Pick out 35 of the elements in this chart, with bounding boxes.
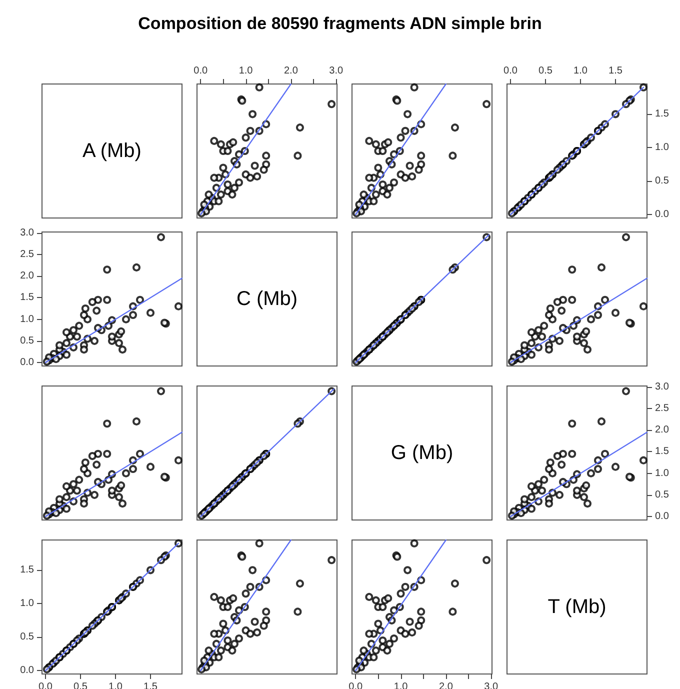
text: A (Mb) [82, 140, 142, 162]
y-tick-label: 0.5 [20, 335, 34, 346]
x-tick-label: 0.5 [538, 66, 553, 76]
x-tick-label: 2.0 [284, 66, 298, 76]
y-tick-label: 1.5 [20, 292, 34, 304]
y-tick-label: 2.5 [20, 248, 34, 260]
x-tick-label: 0.0 [504, 66, 518, 76]
y-tick-label: 0.0 [20, 357, 34, 368]
y-tick-label: 3.0 [655, 381, 670, 392]
y-tick-label: 2.0 [20, 270, 34, 282]
x-tick-label: 3.0 [329, 66, 344, 76]
text: C (Mb) [236, 288, 298, 310]
y-tick-label: 2.0 [655, 424, 670, 436]
y-tick-label: 0.0 [655, 209, 670, 220]
y-tick-label: 1.5 [655, 108, 670, 120]
x-tick-label: 1.0 [574, 66, 588, 76]
text: Composition de 80590 fragments ADN simple brin [138, 14, 542, 33]
y-tick-label: 0.0 [655, 511, 670, 522]
y-tick-label: 1.0 [20, 314, 34, 325]
x-tick-label: 1.0 [238, 66, 254, 76]
y-tick-label: 1.5 [655, 446, 670, 458]
y-tick-label: 0.0 [20, 665, 34, 676]
y-tick-label: 2.5 [655, 402, 670, 414]
y-tick-label: 0.5 [655, 489, 670, 500]
y-tick-label: 1.0 [655, 142, 670, 154]
y-tick-label: 3.0 [20, 227, 34, 238]
y-tick-label: 0.5 [20, 632, 34, 643]
text: T (Mb) [548, 596, 606, 618]
y-tick-label: 1.5 [20, 564, 34, 576]
x-tick-label: 0.0 [194, 66, 208, 76]
y-tick-label: 1.0 [655, 468, 670, 479]
x-tick-label: 1.5 [608, 66, 623, 76]
text: G (Mb) [390, 442, 454, 464]
y-tick-label: 1.0 [20, 598, 34, 610]
y-tick-label: 0.5 [655, 176, 670, 187]
